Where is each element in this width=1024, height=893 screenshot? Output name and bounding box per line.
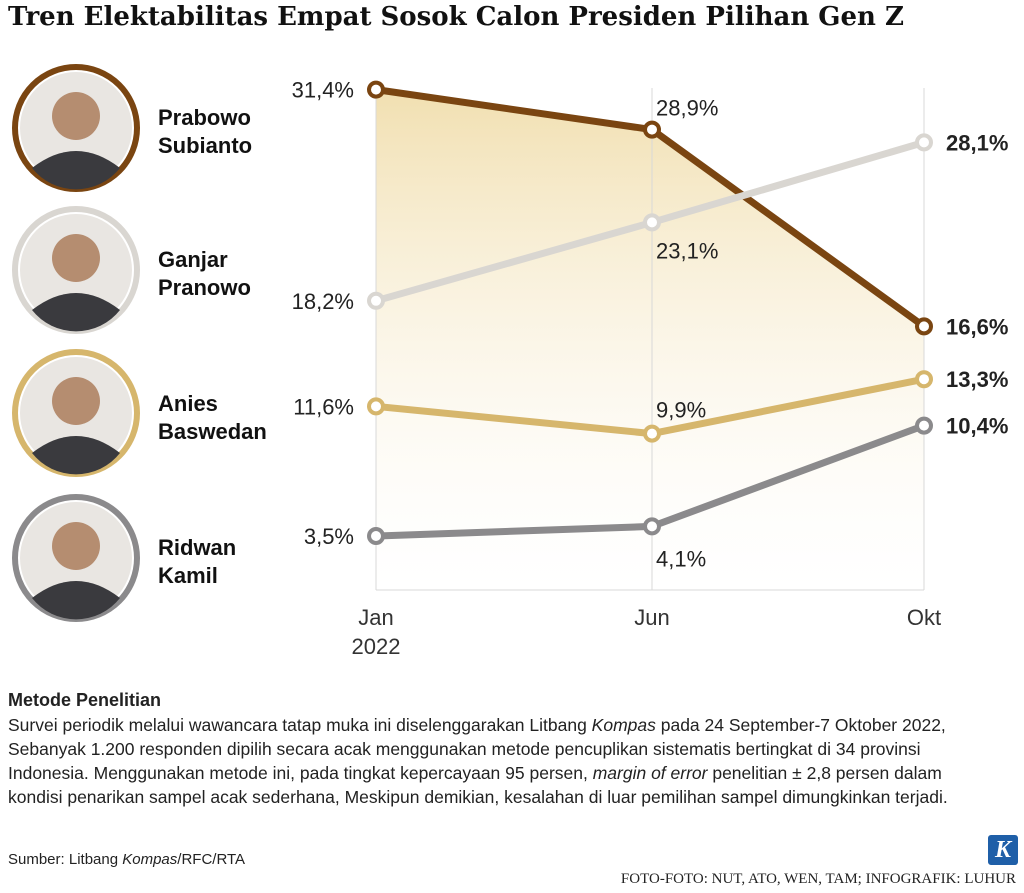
value-label: 13,3% <box>946 367 1008 392</box>
point <box>367 291 385 310</box>
point <box>915 317 933 336</box>
point <box>367 527 385 545</box>
point <box>643 424 661 443</box>
text-segment: /RFC/RTA <box>177 851 246 868</box>
text-segment: Survei periodik melalui wawancara tatap … <box>8 715 592 735</box>
value-label: 18,2% <box>292 289 354 314</box>
value-label: 11,6% <box>293 394 354 419</box>
photo-body <box>32 293 120 332</box>
legend-label: Ganjar Pranowo <box>158 247 251 300</box>
photo-head <box>52 377 100 425</box>
value-label: 31,4% <box>292 78 354 103</box>
x-tick-label: Jun <box>634 605 669 630</box>
photo-head <box>52 234 100 282</box>
point <box>643 120 661 139</box>
point <box>367 80 385 99</box>
point <box>915 370 933 389</box>
text-segment: margin of error <box>592 763 708 783</box>
photo-head <box>52 92 100 140</box>
x-tick-label: Jan <box>358 605 393 630</box>
note-paragraph: Survei periodik melalui wawancara tatap … <box>8 713 968 809</box>
x-tick-label: Okt <box>907 605 941 630</box>
legend-label: Ridwan Kamil <box>158 535 237 588</box>
text-segment: Kompas <box>591 715 656 735</box>
text-segment: penelitian ± 2,8 persen dalam kondisi pe… <box>8 763 948 807</box>
value-label: 16,6% <box>946 314 1008 339</box>
point <box>915 133 933 152</box>
point <box>643 517 661 536</box>
chart: Jan Jun Okt 2022 31,4% 28,9% 16,6% 18,2% 23,1% 28… <box>12 64 1008 659</box>
photo-body <box>32 581 120 620</box>
credit: FOTO-FOTO: NUT, ATO, WEN, TAM; INFOGRAFI… <box>620 871 1016 887</box>
point <box>367 397 385 416</box>
photo-body <box>32 436 120 475</box>
value-label: 10,4% <box>946 414 1008 439</box>
logo: K <box>988 835 1018 865</box>
legend-label: Prabowo Subianto <box>158 105 253 158</box>
point <box>915 416 933 435</box>
x-year-label: 2022 <box>352 634 401 659</box>
note-heading: Metode Penelitian <box>8 690 162 710</box>
text-segment: Sumber: Litbang <box>8 851 123 868</box>
text-segment: pada 24 September-7 Oktober 2022, Sebany… <box>8 715 946 783</box>
legend-label: Anies Baswedan <box>158 391 267 444</box>
area <box>376 89 924 590</box>
photo-body <box>32 151 120 190</box>
chart-title: Tren Elektabilitas Empat Sosok Calon Pre… <box>8 2 904 32</box>
value-label: 28,1% <box>946 130 1008 155</box>
point <box>643 213 661 232</box>
text-segment: Kompas <box>122 851 178 868</box>
source: Sumber: Litbang Kompas/RFC/RTA <box>8 851 245 868</box>
value-label: 3,5% <box>304 524 354 549</box>
value-label: 4,1% <box>656 546 706 571</box>
photo-head <box>52 522 100 570</box>
value-label: 9,9% <box>656 398 706 423</box>
value-label: 23,1% <box>656 238 718 263</box>
value-label: 28,9% <box>656 96 718 121</box>
